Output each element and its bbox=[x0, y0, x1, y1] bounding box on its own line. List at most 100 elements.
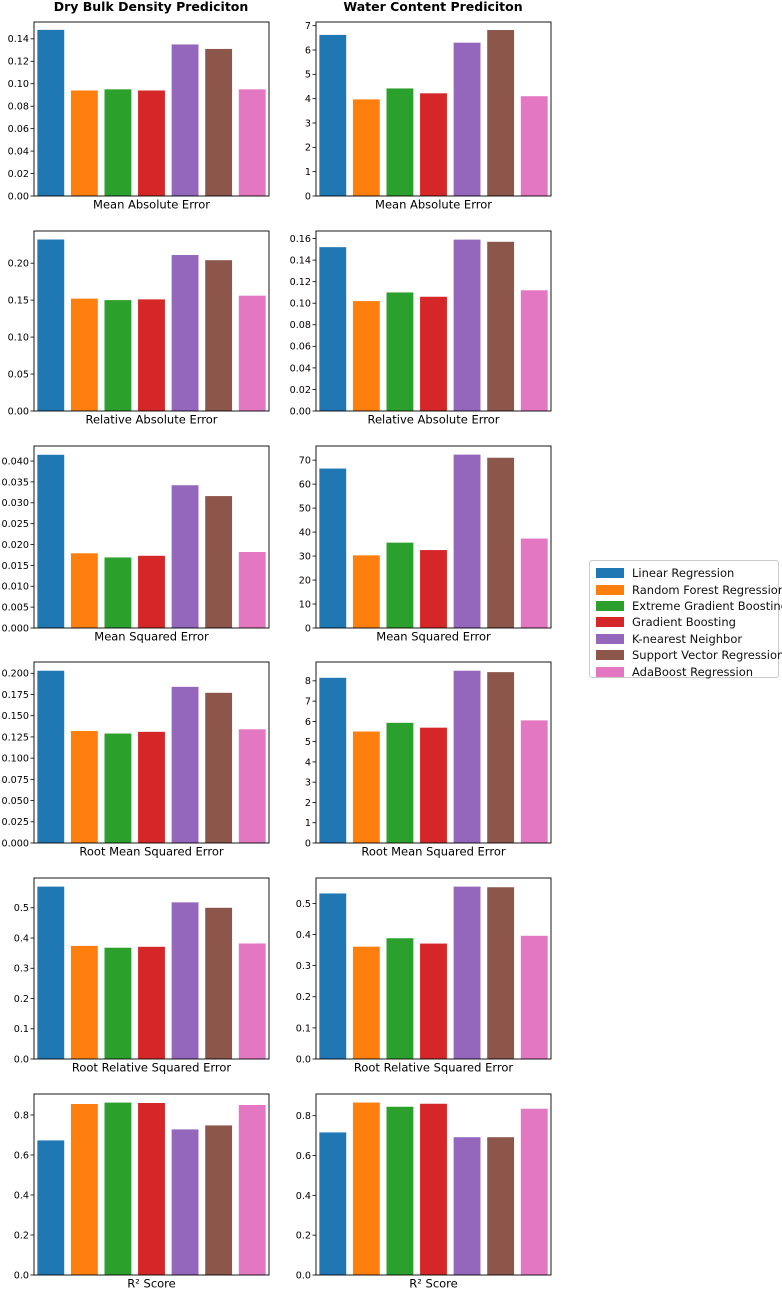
legend-label: Extreme Gradient Boosting bbox=[632, 598, 782, 613]
y-tick-label: 10 bbox=[299, 599, 311, 610]
y-tick-label: 0.2 bbox=[14, 994, 29, 1005]
bar bbox=[386, 1106, 414, 1275]
axes-frame bbox=[315, 230, 552, 412]
bar bbox=[138, 299, 165, 411]
axes-frame bbox=[315, 661, 552, 844]
y-tick-label: 0.030 bbox=[2, 498, 29, 509]
y-tick-label: 0.04 bbox=[290, 363, 311, 374]
subplot-1: 0 1 2 3 4 5 6 7 Mean Absolute Error bbox=[305, 21, 552, 212]
y-tick-label: 0.04 bbox=[8, 146, 29, 157]
bar bbox=[104, 300, 132, 411]
bar bbox=[205, 260, 233, 411]
x-axis-label: Mean Absolute Error bbox=[93, 198, 210, 212]
y-tick-label: 70 bbox=[299, 456, 311, 467]
y-tick-label: 0.02 bbox=[290, 385, 311, 396]
x-axis-label: Mean Absolute Error bbox=[375, 198, 492, 212]
legend-item: Linear Regression bbox=[596, 565, 772, 581]
y-tick-label: 7 bbox=[305, 21, 311, 32]
bar bbox=[37, 239, 65, 411]
y-tick-label: 2 bbox=[305, 798, 311, 809]
bar bbox=[352, 301, 380, 411]
bar bbox=[453, 42, 481, 196]
bar bbox=[386, 88, 414, 196]
bar bbox=[420, 943, 447, 1059]
bar bbox=[487, 457, 515, 628]
column-title: Dry Bulk Density Prediciton bbox=[54, 0, 249, 14]
bar bbox=[420, 296, 447, 411]
legend-label: Random Forest Regression bbox=[632, 582, 782, 597]
bar bbox=[205, 907, 233, 1059]
y-tick-label: 0.025 bbox=[2, 519, 29, 530]
y-tick-label: 0 bbox=[305, 838, 311, 849]
y-tick-label: 0.4 bbox=[296, 1191, 311, 1202]
y-tick-label: 0.3 bbox=[296, 961, 311, 972]
bar bbox=[520, 720, 548, 843]
bar bbox=[238, 552, 266, 628]
bar bbox=[205, 1125, 233, 1275]
y-tick-label: 3 bbox=[305, 778, 311, 789]
y-tick-label: 0.125 bbox=[2, 732, 29, 743]
bar bbox=[487, 887, 515, 1059]
x-axis-label: Root Relative Squared Error bbox=[72, 1061, 231, 1075]
y-tick-label: 0.020 bbox=[2, 540, 29, 551]
y-tick-label: 0.050 bbox=[2, 796, 29, 807]
bar bbox=[171, 44, 199, 197]
legend-label: AdaBoost Regression bbox=[632, 664, 754, 679]
x-axis-label: Root Relative Squared Error bbox=[354, 1061, 513, 1075]
bar bbox=[520, 96, 548, 196]
bar bbox=[138, 946, 165, 1059]
legend-swatch bbox=[596, 584, 624, 595]
axes-frame bbox=[315, 1093, 552, 1276]
y-tick-label: 0.175 bbox=[2, 690, 29, 701]
bar bbox=[453, 670, 481, 843]
y-tick-label: 0.035 bbox=[2, 477, 29, 488]
y-tick-label: 0.005 bbox=[2, 603, 29, 614]
y-tick-label: 5 bbox=[305, 70, 311, 81]
y-tick-label: 0.15 bbox=[8, 296, 29, 307]
legend-swatch bbox=[596, 633, 624, 644]
legend-swatch bbox=[596, 650, 624, 661]
y-tick-label: 0.02 bbox=[8, 169, 29, 180]
x-axis-label: R² Score bbox=[127, 1277, 175, 1289]
bar bbox=[352, 731, 380, 843]
y-tick-label: 0.00 bbox=[8, 406, 29, 417]
bar bbox=[37, 1140, 65, 1275]
y-tick-label: 0.14 bbox=[8, 34, 29, 45]
x-axis-label: R² Score bbox=[409, 1277, 457, 1289]
y-tick-label: 0.08 bbox=[290, 320, 311, 331]
y-tick-label: 0.06 bbox=[290, 342, 311, 353]
bar bbox=[238, 943, 266, 1059]
legend-label: Support Vector Regression bbox=[632, 648, 782, 663]
bar bbox=[37, 886, 65, 1059]
y-tick-label: 0.4 bbox=[14, 933, 29, 944]
axes-frame bbox=[33, 661, 270, 844]
subplot-8: 0.0 0.1 0.2 0.3 0.4 0.5 Root Relative Squared … bbox=[14, 877, 270, 1075]
bar bbox=[520, 1108, 548, 1275]
legend-item: Support Vector Regression bbox=[596, 647, 782, 663]
y-tick-label: 0.2 bbox=[14, 1230, 29, 1241]
axes-frame bbox=[315, 877, 552, 1060]
bar bbox=[453, 454, 481, 628]
y-tick-label: 0.000 bbox=[2, 623, 29, 634]
y-tick-label: 0.5 bbox=[14, 903, 29, 914]
subplot-0: 0.00 0.02 0.04 0.06 0.08 0.10 0.12 0.14 Mean Abs… bbox=[8, 21, 270, 212]
bar bbox=[520, 538, 548, 628]
subplot-6: 0.000 0.025 0.050 0.075 0.100 0.125 0.150 0.175… bbox=[2, 661, 270, 859]
bar bbox=[138, 1103, 165, 1275]
y-tick-label: 0.20 bbox=[8, 259, 29, 270]
y-tick-label: 5 bbox=[305, 737, 311, 748]
legend-label: Gradient Boosting bbox=[632, 615, 736, 630]
subplot-9: 0.0 0.1 0.2 0.3 0.4 0.5 Root Relative Squared … bbox=[296, 877, 552, 1075]
bar bbox=[386, 722, 414, 843]
y-tick-label: 0.10 bbox=[8, 79, 29, 90]
y-tick-label: 0.010 bbox=[2, 582, 29, 593]
bar bbox=[420, 550, 447, 628]
bar bbox=[352, 99, 380, 196]
x-axis-label: Mean Squared Error bbox=[94, 630, 209, 644]
y-tick-label: 60 bbox=[299, 480, 311, 491]
legend-swatch bbox=[596, 666, 624, 677]
bar bbox=[319, 247, 347, 411]
bar bbox=[104, 733, 132, 843]
y-tick-label: 0.1 bbox=[296, 1023, 311, 1034]
